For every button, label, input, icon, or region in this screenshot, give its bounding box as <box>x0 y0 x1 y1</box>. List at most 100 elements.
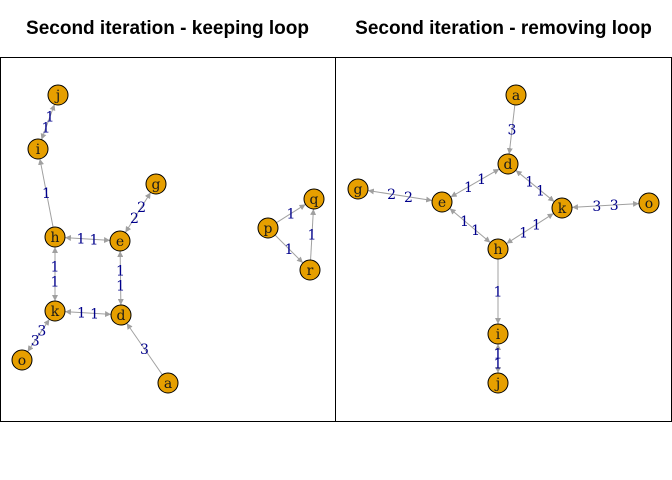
node-circle <box>497 153 519 175</box>
edge-a-d <box>126 322 163 376</box>
node-label: d <box>504 157 513 173</box>
edge-h-k <box>506 212 554 245</box>
node-a: a <box>505 84 527 106</box>
node-circle <box>27 138 49 160</box>
node-j: j <box>487 372 509 394</box>
edge-g-e <box>367 188 433 203</box>
edge-weight-label: 1 <box>77 232 86 248</box>
edge-e-d <box>117 250 124 306</box>
edge-weight-label: 1 <box>116 264 125 280</box>
edge-h-e <box>64 234 111 244</box>
edge-h-i <box>38 158 54 228</box>
edge-weight-label: 1 <box>494 285 503 301</box>
node-label: k <box>558 201 567 217</box>
node-circle <box>551 197 573 219</box>
edge-weight-label: 1 <box>287 207 296 223</box>
node-circle <box>109 230 131 252</box>
edge-e-g <box>124 192 152 233</box>
edge-weight-label: 1 <box>460 214 469 230</box>
node-circle <box>44 300 66 322</box>
node-label: o <box>645 196 653 212</box>
node-circle <box>431 191 453 213</box>
node-circle <box>347 178 369 200</box>
node-a: a <box>157 372 179 394</box>
edge-k-o <box>571 200 640 211</box>
node-q: q <box>303 188 325 210</box>
edge-weight-label: 1 <box>46 110 55 126</box>
node-g: g <box>145 173 167 195</box>
node-label: h <box>50 230 59 246</box>
node-circle <box>257 217 279 239</box>
edge-weight-label: 2 <box>130 211 139 227</box>
node-circle <box>487 238 509 260</box>
node-h: h <box>44 226 66 248</box>
node-label: a <box>164 376 172 392</box>
edge-weight-label: 1 <box>536 183 545 199</box>
node-label: g <box>152 177 161 193</box>
node-label: e <box>116 234 124 250</box>
edge-weight-label: 3 <box>592 199 601 215</box>
node-label: e <box>438 195 446 211</box>
edge-r-q <box>310 208 317 261</box>
node-e: e <box>431 191 453 213</box>
node-e: e <box>109 230 131 252</box>
nodes-layer: j i g h e p q r k d o a a d g e k o h i j <box>11 84 660 394</box>
edge-weight-label: 2 <box>387 187 396 203</box>
edge-weight-label: 1 <box>464 180 473 196</box>
edge-weight-label: 1 <box>90 232 99 248</box>
node-circle <box>487 372 509 394</box>
edge-d-k <box>515 169 555 203</box>
node-label: o <box>18 353 26 369</box>
node-circle <box>299 259 321 281</box>
node-circle <box>11 349 33 371</box>
node-label: h <box>493 242 502 258</box>
node-i: i <box>27 138 49 160</box>
node-k: k <box>551 197 573 219</box>
node-label: k <box>51 304 60 320</box>
node-i: i <box>487 323 509 345</box>
edge-weight-label: 1 <box>532 217 541 233</box>
node-label: r <box>307 263 314 279</box>
edge-e-h <box>449 208 491 243</box>
node-circle <box>303 188 325 210</box>
node-p: p <box>257 217 279 239</box>
edge-weight-label: 1 <box>51 260 60 276</box>
edge-weight-label: 2 <box>404 190 413 206</box>
node-label: p <box>264 221 273 237</box>
node-k: k <box>44 300 66 322</box>
node-h: h <box>487 238 509 260</box>
edge-weight-label: 3 <box>508 123 517 139</box>
right-panel-title: Second iteration - removing loop <box>355 18 652 39</box>
node-label: d <box>117 308 126 324</box>
left-panel-title: Second iteration - keeping loop <box>26 18 309 39</box>
edge-weight-label: 3 <box>31 333 40 349</box>
node-circle <box>44 226 66 248</box>
edge-p-r <box>274 234 304 264</box>
edge-weight-label: 1 <box>519 226 528 242</box>
edge-weight-label: 1 <box>51 274 60 290</box>
node-d: d <box>110 304 132 326</box>
node-label: j <box>54 88 60 104</box>
edge-weight-label: 1 <box>494 356 503 372</box>
edge-weight-label: 1 <box>308 228 317 244</box>
node-label: i <box>496 327 501 343</box>
edge-k-d <box>64 308 112 318</box>
node-circle <box>157 372 179 394</box>
edge-weight-label: 3 <box>140 342 149 358</box>
edge-i-j <box>40 104 56 140</box>
edge-weight-label: 2 <box>137 200 146 216</box>
edge-weight-label: 1 <box>90 306 99 322</box>
node-circle <box>110 304 132 326</box>
node-r: r <box>299 259 321 281</box>
node-circle <box>638 192 660 214</box>
node-circle <box>487 323 509 345</box>
edge-weight-label: 1 <box>42 186 51 202</box>
edge-weight-label: 1 <box>285 242 294 258</box>
right-panel-frame <box>335 57 672 422</box>
edge-weight-label: 1 <box>77 306 86 322</box>
node-g: g <box>347 178 369 200</box>
edge-weight-label: 1 <box>42 120 51 136</box>
node-j: j <box>47 84 69 106</box>
